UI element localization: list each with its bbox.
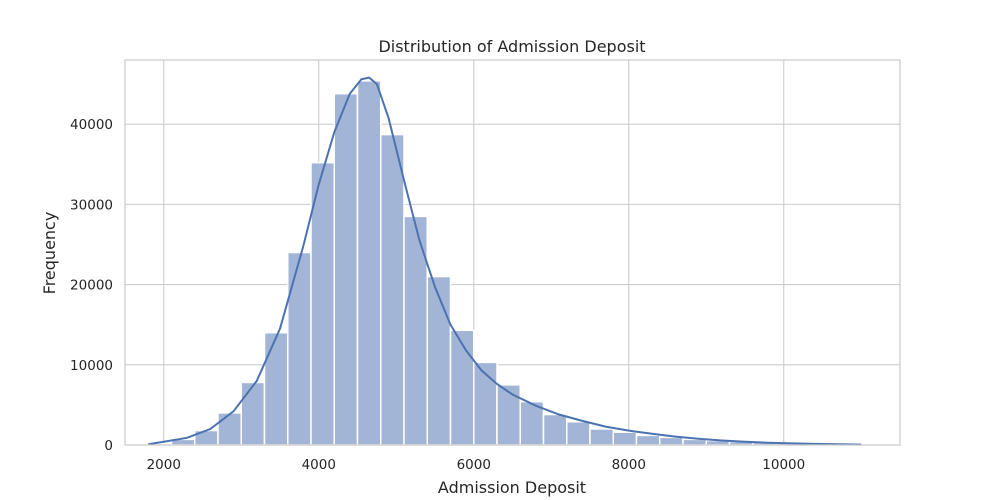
histogram-bar [635,434,661,446]
y-tick-label: 10000 [70,358,113,374]
histogram-bar [659,436,684,446]
histogram-bar [263,331,289,446]
histogram-bar [426,275,452,446]
histogram-bar [589,428,614,446]
x-tick-label: 10000 [762,457,805,473]
y-tick-labels: 0 10000 20000 30000 40000 [70,117,113,454]
histogram-bar [287,251,312,446]
histogram-bar [333,92,359,446]
histogram-bar [380,133,405,446]
x-tick-label: 6000 [457,457,491,473]
x-axis-title: Admission Deposit [438,478,586,497]
y-axis-title: Frequency [40,212,59,295]
kde-curve [148,76,862,446]
histogram-bar [682,438,707,446]
histogram-bar [217,412,242,446]
x-tick-label: 4000 [302,457,336,473]
x-tick-label: 2000 [147,457,181,473]
histogram-bar [240,381,266,446]
histogram-bar [356,80,382,446]
plot-frame [124,59,901,446]
y-tick-label: 0 [104,438,113,454]
histogram-bars [147,80,870,446]
histogram-bar [542,413,568,446]
histogram-bar [612,431,638,446]
histogram-bar [496,384,521,446]
chart-title: Distribution of Admission Deposit [378,37,645,56]
y-tick-label: 40000 [70,117,113,133]
y-tick-label: 20000 [70,278,113,294]
histogram-bar [566,420,591,446]
x-tick-labels: 2000 4000 6000 8000 10000 [147,457,806,473]
histogram-bar [449,329,475,446]
y-tick-label: 30000 [70,197,113,213]
x-tick-label: 8000 [612,457,646,473]
